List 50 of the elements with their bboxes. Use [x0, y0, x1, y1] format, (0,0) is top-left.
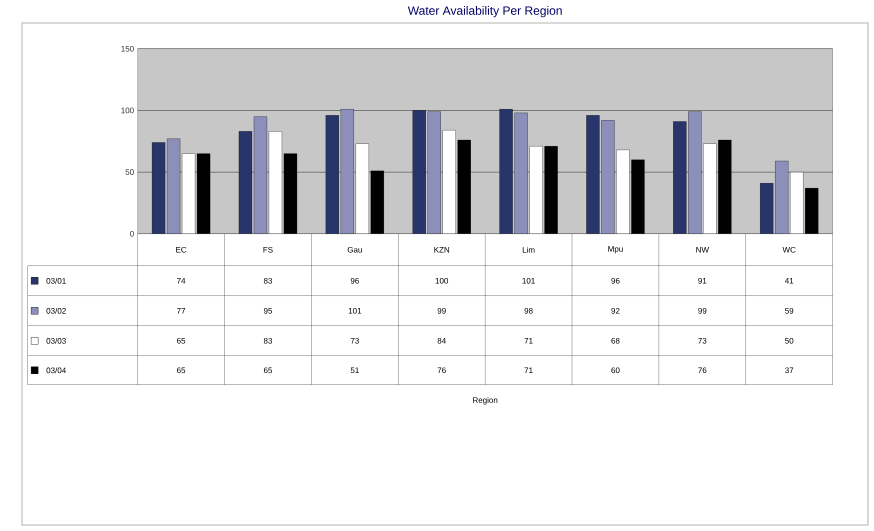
- data-label: 60: [611, 367, 620, 374]
- legend-label: 03/03: [46, 338, 66, 344]
- data-label: 83: [264, 338, 272, 344]
- data-label: 99: [698, 308, 706, 314]
- text: Region: [473, 397, 498, 404]
- x-tick-label: FS: [264, 246, 273, 253]
- data-label: 99: [438, 308, 446, 314]
- y-tick-label: 100: [121, 108, 134, 114]
- data-label: 50: [785, 338, 794, 344]
- data-label: 100: [436, 278, 448, 284]
- data-label: 101: [522, 278, 535, 284]
- data-label: 96: [350, 278, 359, 284]
- x-tick-label: KZN: [434, 247, 450, 253]
- y-tick-label: 0: [130, 230, 134, 237]
- data-label: 71: [524, 368, 533, 374]
- data-label: 37: [785, 367, 794, 374]
- data-label: 65: [264, 367, 272, 374]
- data-label: 92: [611, 308, 620, 314]
- data-label: 77: [177, 308, 186, 314]
- y-tick-label: 150: [121, 46, 134, 52]
- data-label: 65: [177, 367, 186, 374]
- data-label: 101: [348, 308, 362, 314]
- data-label: 91: [698, 278, 706, 284]
- x-tick-label: EC: [176, 246, 186, 253]
- legend-label: 03/01: [46, 278, 66, 284]
- data-label: 68: [611, 338, 620, 344]
- y-tick-label: 50: [126, 169, 134, 175]
- data-label: 73: [698, 338, 706, 344]
- data-label: 98: [524, 308, 533, 314]
- data-label: 73: [350, 338, 359, 344]
- data-label: 84: [438, 338, 446, 344]
- legend-label: 03/04: [46, 367, 66, 374]
- chart-title: Water Availability Per Region: [408, 6, 562, 18]
- data-label: 41: [784, 278, 794, 284]
- data-label: 71: [524, 338, 533, 344]
- data-label: 83: [264, 278, 272, 284]
- x-tick-label: Mpu: [608, 246, 623, 254]
- x-tick-label: Lim: [522, 246, 534, 253]
- data-label: 51: [350, 367, 359, 374]
- x-tick-label: Gau: [348, 246, 362, 253]
- data-label: 74: [177, 278, 186, 284]
- data-label: 65: [177, 338, 186, 344]
- data-label: 76: [438, 367, 446, 374]
- x-tick-label: NW: [696, 247, 709, 253]
- legend-label: 03/02: [46, 308, 66, 314]
- data-label: 76: [698, 367, 706, 374]
- data-label: 59: [785, 308, 794, 314]
- x-tick-label: WC: [782, 246, 796, 253]
- data-label: 96: [611, 278, 620, 284]
- data-label: 95: [264, 308, 272, 314]
